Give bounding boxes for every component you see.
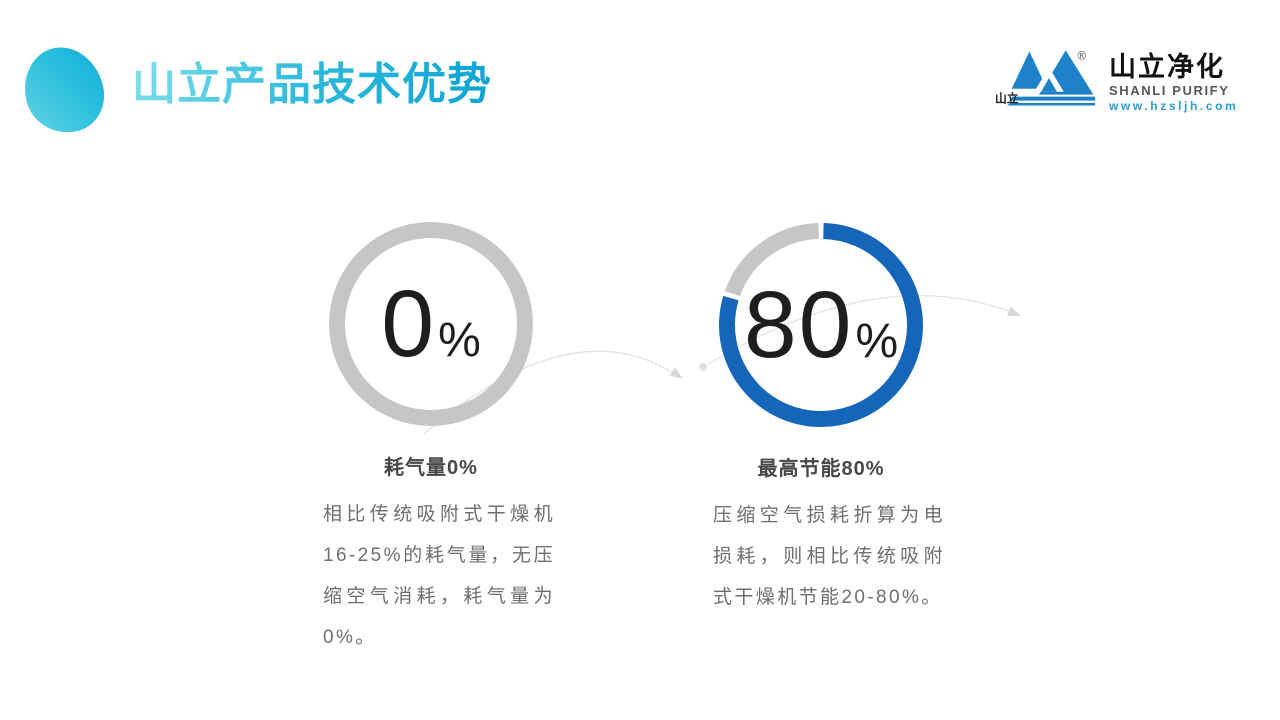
company-name-en: SHANLI PURIFY xyxy=(1109,83,1230,99)
stat-energy-saving: 80 % 最高节能80% 压缩空气损耗折算为电损耗，则相比传统吸附式干燥机节能2… xyxy=(711,215,943,618)
stat-number-left: 0 % xyxy=(321,214,541,434)
registered-trademark-icon: ® xyxy=(1077,49,1086,62)
stat-unit: % xyxy=(855,314,899,368)
company-name-cn: 山立净化 xyxy=(1109,52,1225,82)
stat-value: 80 xyxy=(743,271,854,378)
stat-value: 0 xyxy=(381,270,437,377)
stat-unit: % xyxy=(438,313,481,367)
stat-label-left: 耗气量0% xyxy=(384,457,478,479)
connector-arc-left xyxy=(423,350,680,435)
progress-ring-right: 80 % xyxy=(711,215,931,435)
connector-dot xyxy=(699,363,707,371)
progress-ring-left: 0 % xyxy=(321,214,541,434)
stat-label-right: 最高节能80% xyxy=(757,458,885,480)
stat-air-consumption: 0 % 耗气量0% 相比传统吸附式干燥机16-25%的耗气量，无压缩空气消耗，耗… xyxy=(321,214,553,658)
connector-arc-right xyxy=(706,295,1017,366)
company-website: www.hzsljh.com xyxy=(1109,99,1239,114)
logo-mark-label: 山立 xyxy=(995,92,1019,106)
stat-description-left: 相比传统吸附式干燥机16-25%的耗气量，无压缩空气消耗，耗气量为0%。 xyxy=(323,504,555,649)
company-logo: 山立 ® 山立净化 SHANLI PURIFY www.hzsljh.com xyxy=(995,45,1238,113)
stat-description-right: 压缩空气损耗折算为电损耗，则相比传统吸附式干燥机节能20-80%。 xyxy=(713,505,945,609)
page-title: 山立产品技术优势 xyxy=(132,60,492,109)
ring-chart-left xyxy=(329,222,533,426)
mountain-logo-icon: 山立 ® xyxy=(995,46,1097,106)
ring-chart-right xyxy=(719,223,923,427)
arrowhead-right-icon xyxy=(1007,306,1021,317)
stat-number-right: 80 % xyxy=(711,215,931,435)
logo-text-block: 山立净化 SHANLI PURIFY www.hzsljh.com xyxy=(1109,45,1239,114)
arrowhead-left-icon xyxy=(669,367,683,379)
